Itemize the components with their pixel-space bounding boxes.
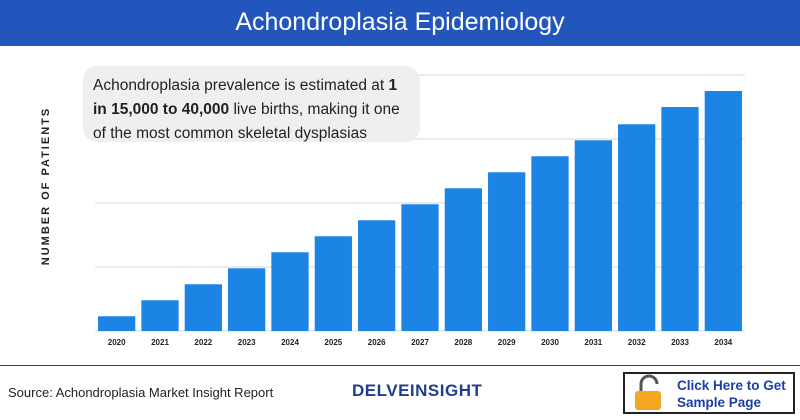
chart-title: Achondroplasia Epidemiology: [0, 0, 800, 46]
bar: [184, 284, 222, 331]
x-tick-label: 2027: [411, 338, 429, 347]
x-tick-label: 2029: [498, 338, 516, 347]
bar: [401, 204, 439, 331]
bar: [661, 107, 699, 331]
annotation-text: live births, making it one of the most c…: [93, 101, 400, 142]
bar: [488, 172, 526, 331]
x-tick-label: 2032: [628, 338, 646, 347]
source: Source: Achondroplasia Market Insight Re…: [8, 385, 274, 400]
bar: [531, 156, 569, 331]
bar: [228, 268, 266, 331]
chart: NUMBER OF PATIENTS 2020 2021 2022 2023 2024 2…: [40, 74, 745, 347]
bar: [444, 188, 482, 331]
bar: [141, 300, 179, 331]
x-tick-label: 2031: [584, 338, 602, 347]
x-tick-label: 2021: [151, 338, 169, 347]
lock-icon: [635, 374, 661, 410]
bar: [574, 140, 612, 331]
sample-button[interactable]: Click Here to Get Sample Page: [623, 372, 795, 414]
x-tick-label: 2026: [368, 338, 386, 347]
bar: [98, 316, 136, 331]
annotation: Achondroplasia prevalence is estimated a…: [83, 66, 420, 142]
logo: DELVEINSIGHT: [352, 381, 483, 400]
bar: [704, 91, 742, 331]
x-tick-label: 2024: [281, 338, 299, 347]
x-tick-label: 2022: [194, 338, 212, 347]
bar: [271, 252, 309, 331]
divider: [0, 365, 800, 366]
annotation-highlight: 1 in 15,000 to 40,000: [93, 77, 398, 118]
x-tick-label: 2025: [324, 338, 342, 347]
bar: [314, 236, 352, 331]
annotation-text: Achondroplasia prevalence is estimated a…: [93, 77, 389, 94]
x-tick-label: 2033: [671, 338, 689, 347]
bar: [358, 220, 396, 331]
x-tick-label: 2020: [108, 338, 126, 347]
bar: [618, 124, 656, 331]
x-tick-label: 2023: [238, 338, 256, 347]
y-axis-label: NUMBER OF PATIENTS: [40, 107, 52, 265]
x-tick-label: 2028: [454, 338, 472, 347]
x-tick-label: 2034: [714, 338, 732, 347]
x-tick-label: 2030: [541, 338, 559, 347]
button-text[interactable]: Click Here to Get Sample Page: [677, 378, 786, 410]
